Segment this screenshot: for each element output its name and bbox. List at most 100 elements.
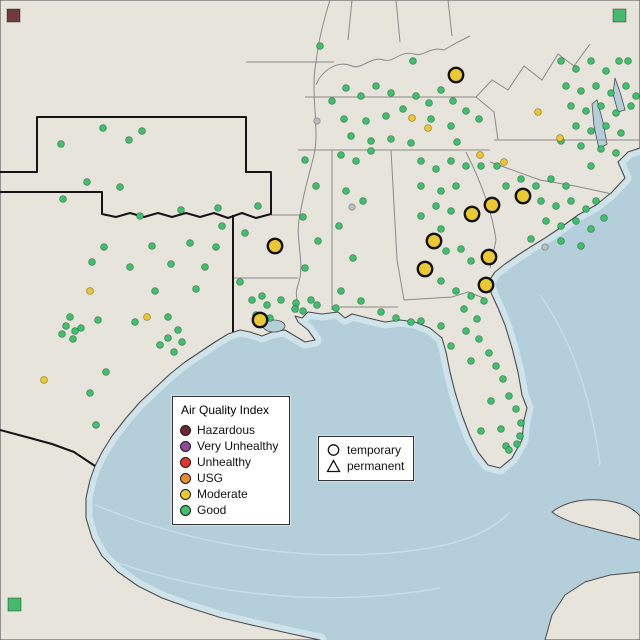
station-good[interactable]	[167, 260, 175, 268]
station-good[interactable]	[453, 138, 461, 146]
station-good[interactable]	[602, 67, 610, 75]
station-good[interactable]	[337, 151, 345, 159]
station-good[interactable]	[59, 195, 67, 203]
station-good[interactable]	[62, 322, 70, 330]
station-good[interactable]	[417, 212, 425, 220]
station-good[interactable]	[417, 157, 425, 165]
station-moderate-temporary[interactable]	[514, 187, 532, 205]
station-moderate[interactable]	[534, 108, 542, 116]
station-good[interactable]	[170, 348, 178, 356]
station-moderate[interactable]	[143, 313, 151, 321]
station-no-data[interactable]	[541, 243, 549, 251]
station-good[interactable]	[277, 296, 285, 304]
station-good[interactable]	[387, 89, 395, 97]
station-good[interactable]	[467, 357, 475, 365]
station-good[interactable]	[516, 432, 524, 440]
station-good[interactable]	[557, 237, 565, 245]
station-good[interactable]	[92, 421, 100, 429]
station-good[interactable]	[367, 147, 375, 155]
station-good[interactable]	[349, 254, 357, 262]
station-good[interactable]	[572, 122, 580, 130]
station-no-data[interactable]	[313, 117, 321, 125]
station-good[interactable]	[493, 162, 501, 170]
station-good[interactable]	[592, 82, 600, 90]
station-good[interactable]	[624, 57, 632, 65]
station-good[interactable]	[505, 392, 513, 400]
station-good[interactable]	[164, 313, 172, 321]
station-good[interactable]	[487, 397, 495, 405]
station-good[interactable]	[577, 242, 585, 250]
station-good[interactable]	[407, 318, 415, 326]
station-moderate[interactable]	[424, 124, 432, 132]
station-good[interactable]	[597, 102, 605, 110]
station-good[interactable]	[552, 202, 560, 210]
station-moderate-temporary[interactable]	[425, 232, 443, 250]
station-good[interactable]	[417, 182, 425, 190]
station-good[interactable]	[457, 245, 465, 253]
station-good[interactable]	[462, 327, 470, 335]
station-moderate[interactable]	[556, 134, 564, 142]
station-good[interactable]	[125, 136, 133, 144]
station-good[interactable]	[69, 335, 77, 343]
station-good[interactable]	[467, 257, 475, 265]
station-moderate[interactable]	[408, 114, 416, 122]
station-good[interactable]	[164, 334, 172, 342]
station-good[interactable]	[314, 237, 322, 245]
station-moderate-temporary[interactable]	[251, 311, 269, 329]
station-good[interactable]	[116, 183, 124, 191]
station-good[interactable]	[258, 292, 266, 300]
station-good[interactable]	[587, 225, 595, 233]
station-good[interactable]	[447, 207, 455, 215]
station-good[interactable]	[577, 87, 585, 95]
station-good[interactable]	[299, 307, 307, 315]
station-good[interactable]	[357, 92, 365, 100]
station-good[interactable]	[178, 338, 186, 346]
station-good[interactable]	[462, 107, 470, 115]
station-good[interactable]	[502, 182, 510, 190]
station-good[interactable]	[102, 368, 110, 376]
station-moderate[interactable]	[40, 376, 48, 384]
station-good[interactable]	[505, 446, 513, 454]
station-good[interactable]	[460, 305, 468, 313]
station-good[interactable]	[587, 57, 595, 65]
station-good[interactable]	[192, 285, 200, 293]
station-good[interactable]	[342, 84, 350, 92]
station-moderate-temporary[interactable]	[483, 196, 501, 214]
station-good[interactable]	[57, 140, 65, 148]
station-good[interactable]	[612, 109, 620, 117]
station-good[interactable]	[312, 182, 320, 190]
station-good[interactable]	[437, 225, 445, 233]
station-good[interactable]	[517, 175, 525, 183]
station-good[interactable]	[437, 277, 445, 285]
station-moderate-temporary[interactable]	[447, 66, 465, 84]
station-good[interactable]	[602, 122, 610, 130]
station-moderate-temporary[interactable]	[480, 248, 498, 266]
station-good[interactable]	[377, 308, 385, 316]
station-good[interactable]	[447, 342, 455, 350]
station-good[interactable]	[425, 99, 433, 107]
station-moderate[interactable]	[476, 151, 484, 159]
station-good[interactable]	[492, 362, 500, 370]
station-good[interactable]	[301, 156, 309, 164]
station-good[interactable]	[600, 214, 608, 222]
station-good[interactable]	[447, 122, 455, 130]
station-good[interactable]	[136, 212, 144, 220]
station-good[interactable]	[71, 327, 79, 335]
station-good[interactable]	[359, 197, 367, 205]
station-good[interactable]	[542, 217, 550, 225]
station-moderate-temporary[interactable]	[463, 205, 481, 223]
station-good[interactable]	[409, 57, 417, 65]
station-good[interactable]	[86, 389, 94, 397]
station-good[interactable]	[612, 149, 620, 157]
station-good[interactable]	[532, 182, 540, 190]
station-good[interactable]	[357, 297, 365, 305]
station-good[interactable]	[299, 213, 307, 221]
station-good[interactable]	[332, 304, 340, 312]
station-good[interactable]	[432, 165, 440, 173]
station-good[interactable]	[254, 202, 262, 210]
station-good[interactable]	[512, 405, 520, 413]
station-good[interactable]	[562, 182, 570, 190]
station-good[interactable]	[94, 316, 102, 324]
station-good[interactable]	[340, 115, 348, 123]
